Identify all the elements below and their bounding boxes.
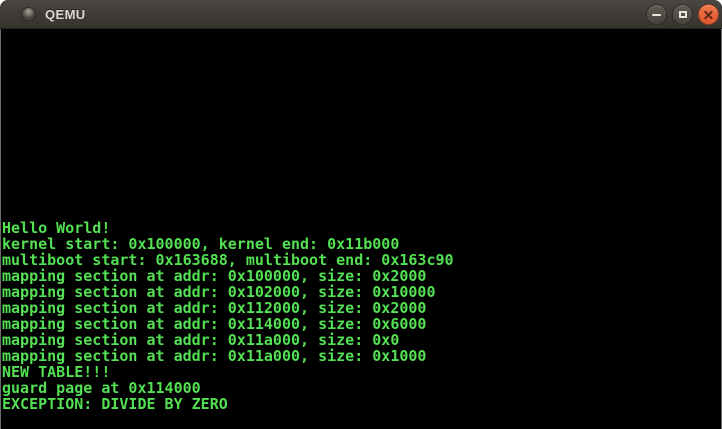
maximize-icon xyxy=(678,11,687,18)
vga-display[interactable]: Hello World! kernel start: 0x100000, ker… xyxy=(0,29,722,429)
maximize-button[interactable] xyxy=(672,4,693,25)
minimize-button[interactable] xyxy=(646,4,667,25)
window-orb-icon xyxy=(21,6,36,22)
titlebar[interactable]: QEMU xyxy=(0,0,722,29)
close-button[interactable] xyxy=(698,4,719,25)
window-controls xyxy=(646,4,719,25)
window-title: QEMU xyxy=(45,6,86,22)
terminal-output: Hello World! kernel start: 0x100000, ker… xyxy=(2,219,454,413)
close-icon xyxy=(703,9,714,20)
minimize-icon xyxy=(652,13,661,16)
